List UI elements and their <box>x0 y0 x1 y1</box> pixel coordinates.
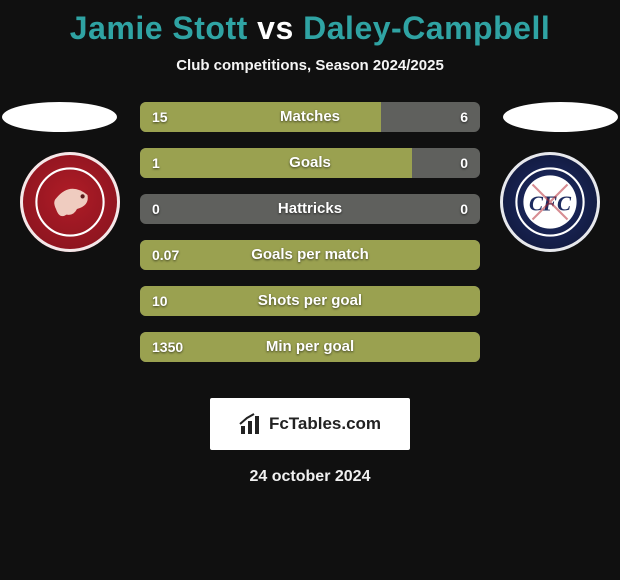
ellipse-shadow-left <box>2 102 117 132</box>
stat-bar-row: 0.07Goals per match <box>140 240 480 270</box>
bar-chart-icon <box>239 412 263 436</box>
stat-bar-row: 1Goals0 <box>140 148 480 178</box>
club-crest-left <box>20 152 120 252</box>
player2-name: Daley-Campbell <box>303 10 550 46</box>
brand-text: FcTables.com <box>269 414 381 434</box>
player1-name: Jamie Stott <box>70 10 248 46</box>
stat-value-right: 6 <box>460 102 468 132</box>
brand-badge[interactable]: FcTables.com <box>210 398 410 450</box>
vs-separator: vs <box>257 10 294 46</box>
comparison-panel: CFC 15Matches61Goals00Hattricks00.07Goal… <box>0 102 620 382</box>
ellipse-shadow-right <box>503 102 618 132</box>
stat-value-right: 0 <box>460 194 468 224</box>
stat-label: Hattricks <box>140 194 480 224</box>
stat-label: Min per goal <box>140 332 480 362</box>
stat-bars: 15Matches61Goals00Hattricks00.07Goals pe… <box>140 102 480 378</box>
stat-bar-row: 0Hattricks0 <box>140 194 480 224</box>
shrimp-icon <box>35 167 105 237</box>
stat-label: Matches <box>140 102 480 132</box>
stat-label: Shots per goal <box>140 286 480 316</box>
stat-label: Goals per match <box>140 240 480 270</box>
stat-bar-row: 15Matches6 <box>140 102 480 132</box>
stat-label: Goals <box>140 148 480 178</box>
club-crest-right: CFC <box>500 152 600 252</box>
subtitle: Club competitions, Season 2024/2025 <box>0 57 620 74</box>
snapshot-date: 24 october 2024 <box>0 468 620 486</box>
stat-bar-row: 1350Min per goal <box>140 332 480 362</box>
stat-bar-row: 10Shots per goal <box>140 286 480 316</box>
cfc-monogram-icon: CFC <box>515 167 585 237</box>
page-title: Jamie Stott vs Daley-Campbell <box>0 0 620 47</box>
stat-value-right: 0 <box>460 148 468 178</box>
